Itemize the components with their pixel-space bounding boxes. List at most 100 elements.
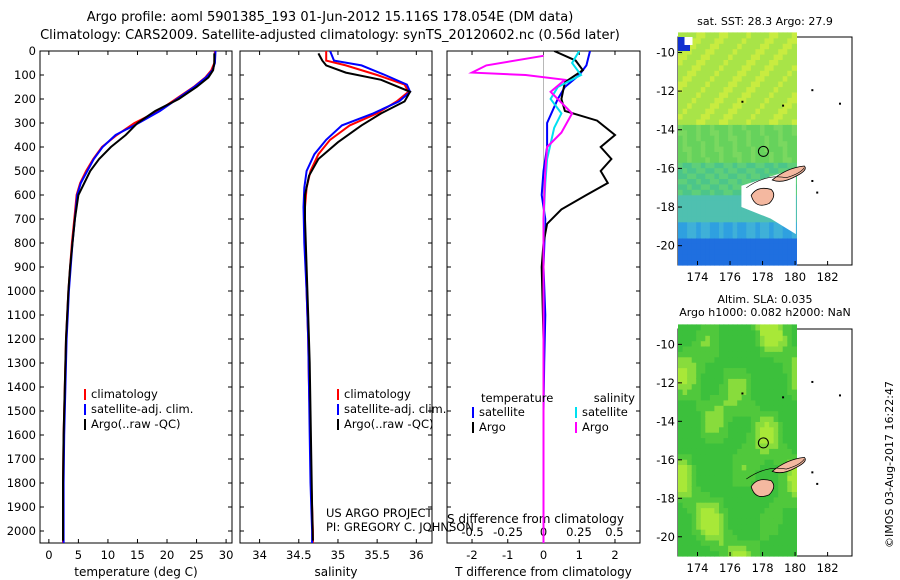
- field-cell: [678, 183, 684, 190]
- field-cell: [696, 232, 702, 239]
- y-tick-label: 1100: [7, 308, 36, 322]
- field-cell: [760, 351, 766, 358]
- field-cell: [773, 378, 779, 385]
- field-cell: [700, 37, 706, 44]
- field-cell: [732, 135, 738, 142]
- field-cell: [723, 491, 729, 498]
- field-cell: [764, 248, 770, 255]
- field-cell: [705, 108, 711, 115]
- field-cell: [750, 324, 757, 331]
- field-cell: [728, 512, 734, 519]
- field-cell: [714, 372, 720, 379]
- field-cell: [682, 518, 688, 525]
- field-cell: [760, 534, 766, 541]
- field-cell: [705, 75, 711, 82]
- field-cell: [746, 162, 752, 169]
- field-cell: [778, 237, 784, 244]
- field-cell: [746, 254, 752, 261]
- field-cell: [709, 243, 716, 250]
- field-cell: [728, 534, 734, 541]
- field-cell: [760, 399, 766, 406]
- field-cell: [705, 167, 711, 174]
- field-cell: [723, 523, 729, 530]
- field-cell: [760, 448, 766, 455]
- field-cell: [696, 108, 702, 115]
- field-cell: [700, 448, 706, 455]
- field-cell: [787, 129, 793, 136]
- field-cell: [719, 545, 725, 552]
- legend-label: Argo(..raw -QC): [344, 417, 434, 431]
- field-cell: [723, 178, 729, 185]
- field-cell: [755, 502, 761, 509]
- field-cell: [741, 356, 747, 363]
- x-tick-label: 1: [576, 548, 583, 562]
- field-cell: [732, 118, 738, 125]
- field-cell: [728, 405, 734, 412]
- field-cell: [760, 372, 766, 379]
- field-cell: [746, 324, 752, 331]
- field-cell: [773, 43, 779, 50]
- field-cell: [755, 237, 761, 244]
- field-cell: [723, 372, 729, 379]
- field-cell: [682, 475, 688, 482]
- field-cell: [705, 340, 711, 347]
- island-vanua-levu: [771, 165, 806, 182]
- field-cell: [678, 356, 684, 363]
- field-cell: [687, 378, 693, 385]
- field-cell: [723, 399, 729, 406]
- field-cell: [769, 421, 775, 428]
- field-cell: [700, 459, 706, 465]
- field-cell: [787, 518, 793, 525]
- field-cell: [746, 81, 752, 88]
- field-cell: [687, 410, 693, 417]
- field-cell: [709, 200, 716, 207]
- field-cell: [696, 416, 702, 422]
- field-cell: [750, 243, 757, 250]
- field-cell: [687, 324, 693, 331]
- field-cell: [687, 248, 693, 255]
- small-island: [782, 104, 785, 107]
- field-cell: [778, 453, 784, 460]
- field-cell: [769, 118, 775, 125]
- field-cell: [732, 129, 738, 136]
- field-cell: [778, 356, 784, 363]
- field-cell: [709, 118, 716, 125]
- field-cell: [741, 362, 747, 369]
- field-cell: [687, 399, 693, 406]
- map-x-tick-label: 176: [719, 270, 741, 284]
- field-cell: [696, 37, 702, 44]
- field-cell: [778, 340, 784, 347]
- field-cell: [732, 75, 738, 82]
- field-cell: [782, 243, 788, 250]
- field-cell: [678, 534, 684, 541]
- field-cell: [732, 421, 738, 428]
- field-cell: [764, 129, 770, 136]
- field-cell: [723, 329, 729, 336]
- field-cell: [782, 102, 788, 109]
- field-cell: [764, 389, 770, 395]
- field-cell: [760, 502, 766, 509]
- field-cell: [764, 475, 770, 482]
- x-axis-label: temperature (deg C): [74, 565, 197, 579]
- field-cell: [696, 356, 702, 363]
- field-cell: [755, 362, 761, 369]
- small-island: [811, 380, 814, 383]
- field-cell: [787, 86, 793, 93]
- field-cell: [755, 340, 761, 347]
- field-cell: [787, 372, 793, 379]
- field-cell: [719, 216, 725, 223]
- field-cell: [750, 173, 757, 179]
- field-cell: [682, 254, 688, 261]
- field-cell: [696, 378, 702, 385]
- field-cell: [705, 254, 711, 261]
- field-cell: [782, 437, 788, 444]
- field-cell: [678, 448, 684, 455]
- field-cell: [714, 550, 720, 557]
- field-cell: [682, 432, 688, 439]
- field-cell: [719, 448, 725, 455]
- y-tick-label: 1300: [7, 356, 36, 370]
- field-cell: [687, 75, 693, 82]
- field-cell: [746, 512, 752, 519]
- field-cell: [709, 91, 716, 98]
- field-cell: [741, 523, 747, 530]
